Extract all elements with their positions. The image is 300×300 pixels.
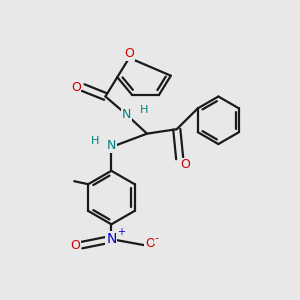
Text: O: O [124,47,134,61]
Text: N: N [107,139,116,152]
Text: O: O [145,237,155,250]
Text: N: N [106,232,116,246]
Text: H: H [91,136,99,146]
Text: O: O [181,158,190,171]
Text: N: N [122,108,131,121]
Text: H: H [140,105,148,115]
Text: O: O [70,238,80,252]
Text: -: - [154,234,158,244]
Text: O: O [71,81,81,94]
Text: +: + [117,227,125,237]
